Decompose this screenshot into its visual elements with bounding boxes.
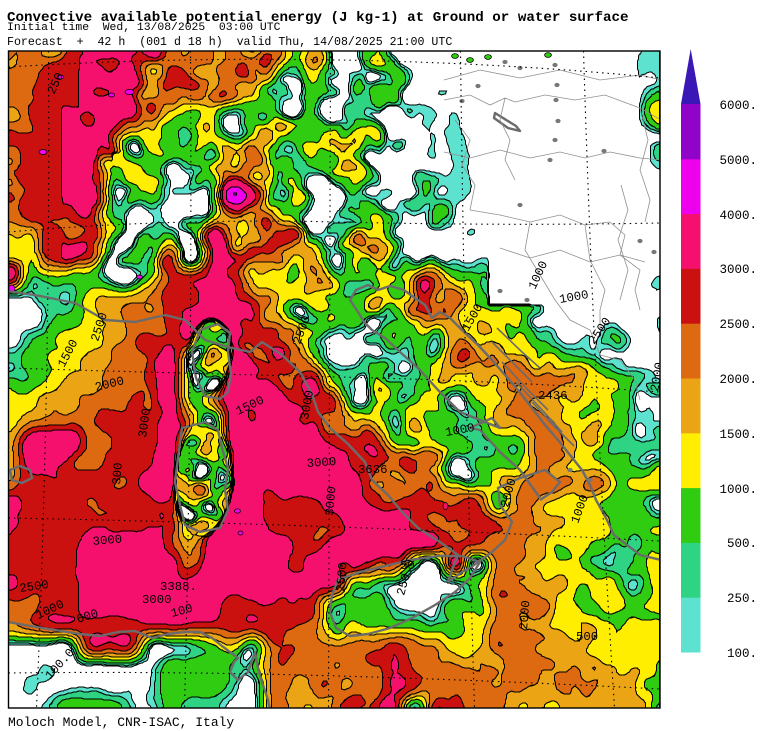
- svg-text:3636.: 3636.: [358, 463, 395, 477]
- svg-text:3000: 3000: [136, 407, 154, 438]
- svg-text:1000: 1000: [444, 421, 476, 440]
- svg-text:2500.: 2500.: [719, 318, 757, 332]
- svg-text:5000.: 5000.: [719, 154, 757, 168]
- svg-text:300: 300: [110, 462, 126, 485]
- svg-text:3000: 3000: [298, 389, 317, 421]
- svg-text:2000.: 2000.: [719, 373, 757, 387]
- svg-text:250.: 250.: [727, 592, 757, 606]
- svg-text:3000.: 3000.: [719, 263, 757, 277]
- svg-text:3000: 3000: [92, 532, 123, 549]
- svg-text:600: 600: [75, 607, 100, 627]
- svg-text:3388.: 3388.: [160, 580, 197, 594]
- svg-text:6000.: 6000.: [719, 99, 757, 113]
- svg-text:2436: 2436: [538, 389, 568, 403]
- svg-text:3000: 3000: [306, 455, 336, 471]
- svg-text:1000.: 1000.: [719, 483, 757, 497]
- svg-text:2000: 2000: [648, 361, 667, 393]
- svg-text:500.: 500.: [727, 537, 757, 551]
- svg-text:3000: 3000: [323, 486, 340, 517]
- svg-text:100.0: 100.0: [43, 646, 78, 683]
- svg-text:100: 100: [169, 602, 194, 621]
- svg-text:4000.: 4000.: [719, 209, 757, 223]
- svg-text:2000: 2000: [94, 374, 126, 395]
- svg-text:1500.: 1500.: [719, 428, 757, 442]
- svg-text:100.: 100.: [727, 647, 757, 661]
- svg-text:3000: 3000: [142, 593, 172, 607]
- svg-text:500: 500: [576, 630, 598, 644]
- svg-text:2500: 2500: [19, 578, 50, 596]
- svg-text:2500: 2500: [334, 562, 351, 593]
- svg-text:1000: 1000: [558, 288, 590, 307]
- svg-text:50: 50: [400, 559, 415, 573]
- svg-text:2000: 2000: [517, 600, 534, 631]
